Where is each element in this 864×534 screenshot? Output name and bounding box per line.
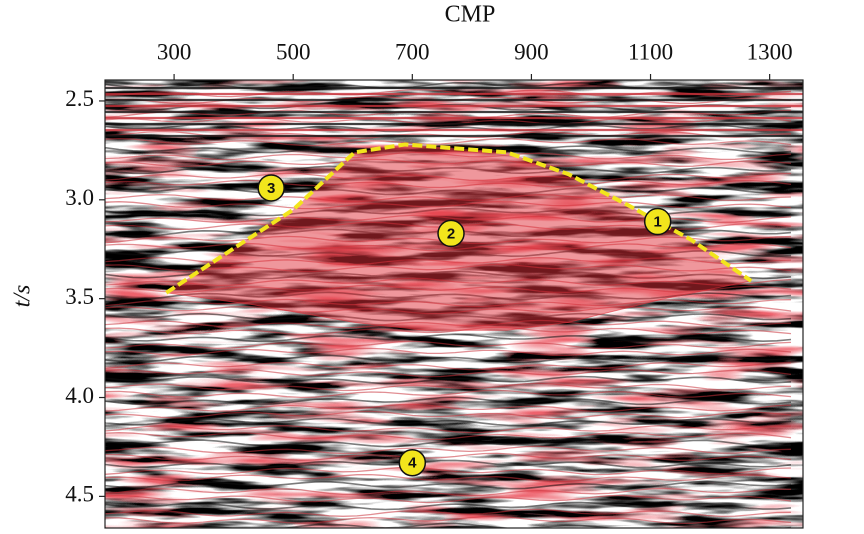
reflector — [105, 333, 792, 343]
x-tick-label: 1100 — [628, 39, 673, 64]
annotation-marker — [437, 219, 465, 248]
reflector — [105, 466, 792, 476]
reflector — [105, 494, 792, 504]
annotation-marker — [398, 449, 427, 477]
reflector — [105, 396, 792, 406]
reflector — [105, 424, 791, 434]
reflector — [105, 347, 792, 357]
reflector — [105, 375, 792, 385]
x-tick-label: 300 — [157, 39, 192, 64]
reflector — [105, 137, 792, 147]
y-tick-label: 4.0 — [65, 383, 94, 408]
reflector — [105, 445, 792, 455]
reflector — [105, 480, 792, 490]
reflector — [105, 403, 792, 413]
y-tick-label: 2.5 — [65, 86, 94, 111]
reflector — [105, 522, 792, 528]
reflector — [105, 88, 792, 98]
x-tick-label: 1300 — [747, 39, 793, 64]
y-axis-title: t/s — [10, 285, 36, 308]
annotation-label: 3 — [267, 180, 275, 197]
reflector — [105, 438, 792, 448]
reflector — [105, 326, 792, 336]
reflector — [105, 340, 792, 349]
reflector — [105, 487, 791, 497]
boundary-line — [165, 142, 753, 295]
y-tick-label: 3.0 — [65, 185, 94, 210]
annotation-label: 1 — [654, 214, 662, 231]
reflector — [105, 410, 792, 420]
x-axis-title: CMP — [445, 2, 496, 28]
reflector — [105, 473, 792, 483]
x-tick-label: 500 — [276, 39, 311, 64]
annotation-label: 2 — [447, 225, 455, 242]
reflector — [105, 501, 792, 511]
reflector — [105, 361, 792, 371]
y-tick-label: 3.5 — [65, 284, 94, 309]
annotation-marker — [257, 174, 285, 202]
x-tick-label: 900 — [514, 39, 549, 64]
reflector — [105, 452, 792, 461]
y-tick-label: 4.5 — [65, 482, 94, 507]
reflector — [105, 382, 792, 392]
overlay: 1 2 3 4 — [165, 142, 753, 477]
annotation-marker — [643, 207, 672, 236]
reflector — [105, 354, 792, 364]
reflector — [105, 515, 792, 525]
plot-frame — [104, 79, 804, 529]
annotation-label: 4 — [408, 455, 417, 472]
x-tick-label: 700 — [395, 39, 430, 64]
reflector — [105, 431, 792, 441]
reflector — [105, 368, 792, 378]
reflectors — [105, 81, 803, 528]
reflector — [105, 417, 792, 427]
reflector — [105, 508, 792, 517]
reflector — [105, 389, 792, 399]
reflector — [105, 459, 792, 469]
anomaly-base — [166, 280, 752, 331]
